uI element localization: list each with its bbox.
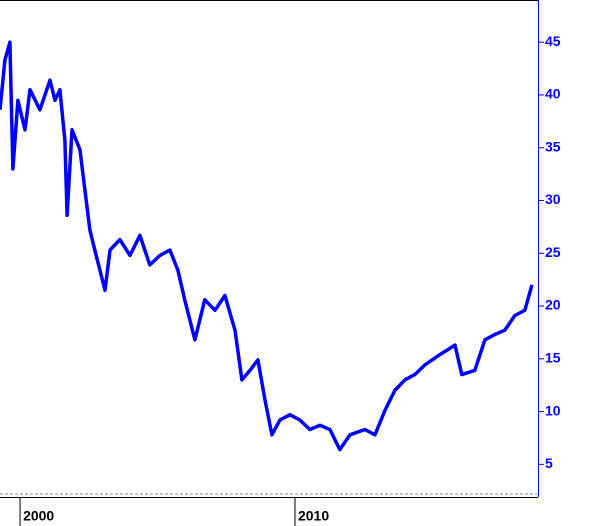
y-tick-label: 25 bbox=[545, 244, 561, 260]
y-tick-label: 35 bbox=[545, 138, 561, 154]
y-tick-label: 5 bbox=[545, 455, 553, 471]
price-line bbox=[0, 40, 534, 452]
y-tick-label: 20 bbox=[545, 297, 561, 313]
y-tick-label: 30 bbox=[545, 191, 561, 207]
y-tick-label: 15 bbox=[545, 350, 561, 366]
x-tick-label: 2000 bbox=[23, 508, 54, 524]
x-tick-label: 2010 bbox=[298, 508, 329, 524]
y-tick-label: 40 bbox=[545, 86, 561, 102]
y-tick-label: 45 bbox=[545, 33, 561, 49]
y-tick-label: 10 bbox=[545, 402, 561, 418]
